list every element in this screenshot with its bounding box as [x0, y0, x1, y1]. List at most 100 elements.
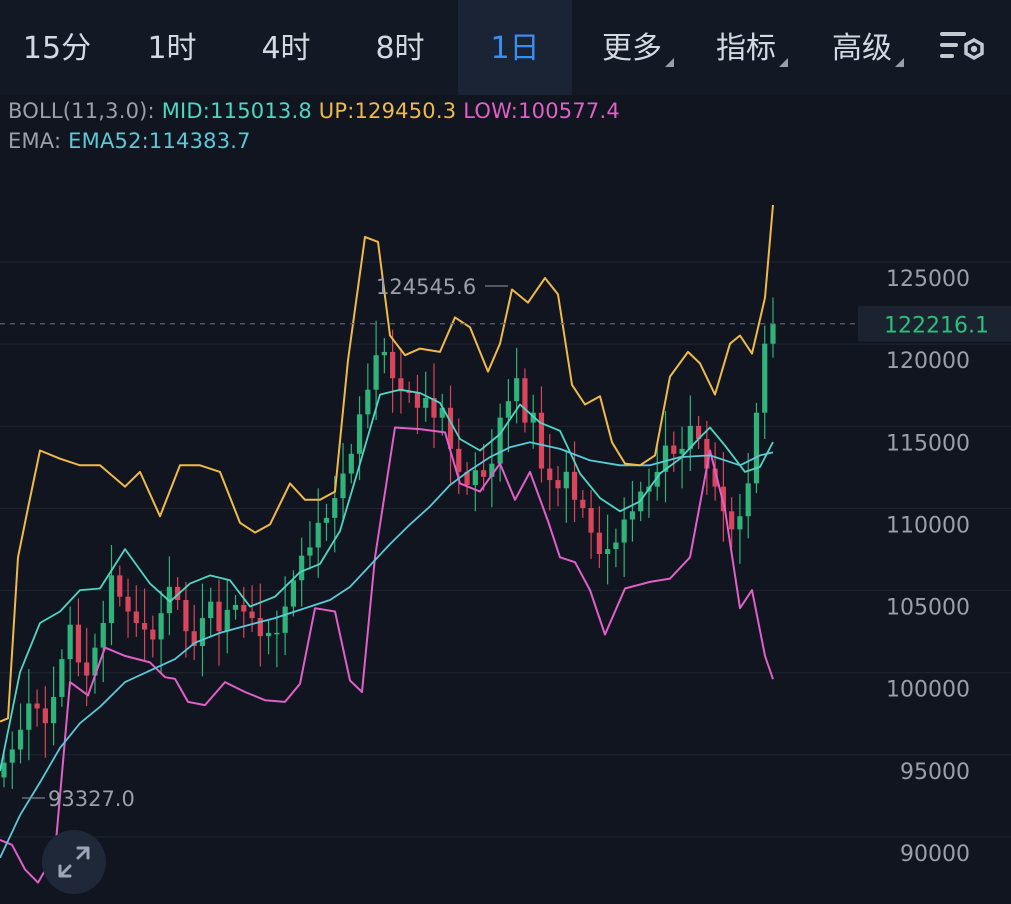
candle-body	[679, 448, 685, 454]
candle-body	[356, 414, 363, 454]
tab-8h[interactable]: 8时	[358, 0, 442, 95]
candle-body	[175, 586, 181, 600]
candle-body	[257, 618, 263, 637]
candle-body	[232, 604, 239, 610]
boll-mid-line	[0, 388, 774, 772]
y-tick-label: 115000	[886, 431, 970, 456]
tab-1d[interactable]: 1日	[458, 0, 572, 95]
y-tick-label: 125000	[886, 267, 970, 292]
candle-body	[480, 470, 487, 477]
candle-body	[447, 407, 454, 449]
chart-settings-button[interactable]	[938, 28, 988, 68]
candle-body	[613, 542, 619, 550]
tab-15min[interactable]: 15分	[12, 0, 102, 95]
candle-body	[406, 391, 412, 393]
expand-chart-button[interactable]	[42, 830, 106, 894]
candle-body	[299, 555, 305, 581]
candle-body	[9, 749, 15, 763]
candle-body	[199, 618, 206, 646]
candle-body	[307, 547, 313, 556]
candle-body	[266, 632, 272, 637]
candle-body	[34, 703, 40, 709]
candle-body	[522, 378, 528, 423]
candle-body	[1, 762, 7, 778]
candle-body	[290, 580, 297, 607]
ema-prefix: EMA:	[8, 129, 62, 153]
candle-body	[423, 397, 429, 408]
candle-body	[489, 463, 495, 477]
candle-body	[464, 471, 470, 485]
candle-body	[762, 343, 768, 413]
candle-body	[348, 453, 354, 474]
candle-body	[745, 483, 751, 517]
y-tick-label: 120000	[886, 349, 970, 374]
tab-label: 4时	[261, 31, 311, 66]
candle-body	[158, 613, 164, 640]
tab-more[interactable]: 更多	[596, 0, 674, 95]
candle-body	[621, 519, 627, 543]
ema-indicator-readout: EMA: EMA52:114383.7	[8, 129, 251, 153]
candle-body	[547, 468, 553, 481]
y-tick-label: 95000	[900, 760, 970, 785]
candle-body	[208, 601, 214, 619]
tab-1h[interactable]: 1时	[130, 0, 214, 95]
candle-body	[340, 473, 346, 499]
candle-body	[67, 624, 73, 660]
candle-body	[580, 499, 586, 508]
candle-body	[75, 624, 82, 663]
max-price-label: 124545.6	[376, 275, 476, 299]
candle-body	[100, 623, 106, 648]
candle-body	[753, 412, 760, 484]
tab-advanced[interactable]: 高级	[826, 0, 904, 95]
candle-body	[538, 412, 545, 469]
candle-body	[629, 511, 636, 520]
boll-up-line	[0, 204, 774, 723]
candle-body	[671, 445, 677, 454]
candle-body	[505, 401, 511, 418]
candle-body	[588, 508, 594, 533]
candle-body	[654, 471, 660, 487]
candle-body	[59, 659, 65, 697]
candle-body	[563, 471, 569, 489]
candle-body	[191, 631, 197, 646]
candle-body	[141, 623, 148, 630]
candle-body	[662, 445, 669, 472]
candle-body	[216, 601, 222, 632]
candle-body	[729, 511, 735, 530]
boll-indicator-readout: BOLL(11,3.0): MID:115013.8 UP:129450.3 L…	[8, 99, 620, 123]
dropdown-caret-icon	[779, 58, 788, 67]
candle-body	[108, 575, 115, 623]
dropdown-caret-icon	[895, 58, 904, 67]
candle-body	[390, 351, 396, 379]
candle-body	[150, 629, 156, 640]
candle-body	[514, 378, 520, 402]
candle-body	[17, 729, 24, 750]
tab-label: 指标	[716, 31, 776, 66]
candle-body	[704, 439, 710, 469]
candle-body	[456, 448, 462, 472]
candle-body	[712, 468, 718, 487]
timeframe-tab-bar: 15分 1时 4时 8时 1日 更多 指标 高级	[0, 0, 1011, 95]
candle-body	[720, 486, 726, 512]
y-tick-label: 100000	[886, 678, 970, 703]
min-price-label: 93327.0	[48, 787, 135, 811]
candle-body	[381, 351, 387, 356]
candle-body	[695, 425, 702, 439]
chart-settings-icon	[940, 32, 984, 61]
tab-label: 15分	[22, 31, 92, 66]
candle-body	[323, 517, 330, 523]
candles-group	[1, 297, 776, 789]
tab-indicators[interactable]: 指标	[710, 0, 788, 95]
tab-label: 高级	[832, 31, 892, 66]
candle-body	[431, 397, 437, 418]
candle-body	[183, 600, 189, 632]
boll-low-value: LOW:100577.4	[463, 99, 620, 123]
boll-low-line	[0, 426, 774, 884]
current-price-label: 122216.1	[884, 314, 989, 339]
y-tick-label: 110000	[886, 513, 970, 538]
candle-body	[51, 696, 57, 724]
tab-label: 8时	[375, 31, 425, 66]
boll-up-value: UP:129450.3	[318, 99, 457, 123]
tab-4h[interactable]: 4时	[244, 0, 328, 95]
